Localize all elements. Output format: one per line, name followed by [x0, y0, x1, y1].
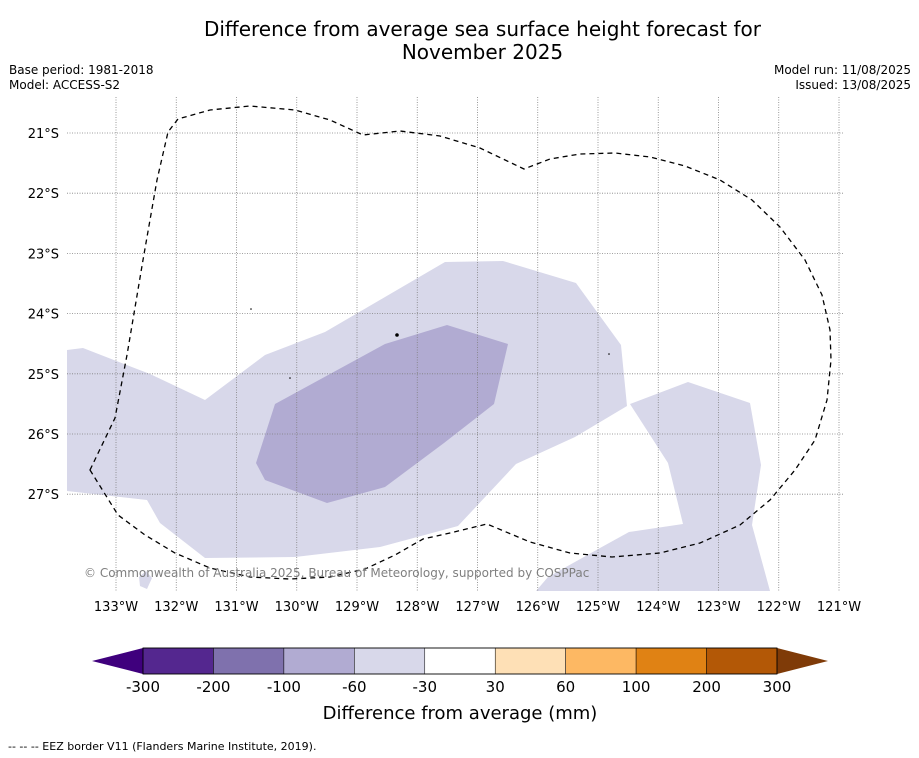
lat-label: 26°S	[28, 428, 59, 443]
colorbar-tick-label: 300	[763, 678, 792, 696]
model-name: Model: ACCESS-S2	[9, 78, 121, 92]
lon-label: 130°W	[275, 600, 319, 615]
colorbar-segment	[424, 647, 496, 675]
lon-label: 133°W	[94, 600, 138, 615]
lat-axis-labels: 21°S 22°S 23°S 24°S 25°S 26°S 27°S	[28, 127, 59, 503]
base-period: Base period: 1981-2018	[9, 63, 154, 77]
lon-label: 131°W	[214, 600, 258, 615]
lat-label: 27°S	[28, 488, 59, 503]
island-4	[608, 353, 610, 355]
lon-axis-labels: 133°W 132°W 131°W 130°W 129°W 128°W 127°W 126°W…	[94, 600, 861, 615]
run-info: Model run: 11/08/2025 Issued: 13/08/2025	[774, 63, 911, 93]
island-1	[395, 333, 399, 337]
lat-label: 23°S	[28, 247, 59, 262]
colorbar-tick-label: 60	[556, 678, 575, 696]
colorbar-outline	[142, 647, 778, 675]
colorbar-segments	[142, 647, 778, 675]
island-3	[289, 377, 291, 379]
colorbar-high-arrow	[777, 648, 828, 674]
colorbar-tick-label: 30	[486, 678, 505, 696]
map-title: Difference from average sea surface heig…	[0, 18, 919, 64]
base-info: Base period: 1981-2018 Model: ACCESS-S2	[9, 63, 154, 93]
colorbar-tick-label: -200	[196, 678, 230, 696]
colorbar-tick-labels: -300 -200 -100 -60 -30 30 60 100 200 300	[126, 678, 791, 696]
lat-label: 24°S	[28, 308, 59, 323]
colorbar-tick-label: -100	[267, 678, 301, 696]
colorbar-title: Difference from average (mm)	[323, 703, 598, 724]
map-panel: © Commonwealth of Australia 2025, Bureau…	[67, 97, 843, 591]
eez-border	[89, 105, 832, 580]
island-2	[250, 308, 252, 310]
issued-date: Issued: 13/08/2025	[795, 78, 911, 92]
title-line-1: Difference from average sea surface heig…	[203, 17, 762, 41]
lon-label: 121°W	[817, 600, 861, 615]
grid-lines	[67, 97, 843, 591]
islands	[250, 308, 610, 379]
lon-label: 124°W	[636, 600, 680, 615]
colorbar-tick-label: 100	[622, 678, 651, 696]
colorbar-segment	[283, 647, 355, 675]
anomaly-region-medium	[256, 325, 508, 503]
colorbar-tick-label: -300	[126, 678, 160, 696]
colorbar-low-arrow	[92, 648, 143, 674]
lon-label: 127°W	[455, 600, 499, 615]
lon-label: 126°W	[516, 600, 560, 615]
lat-label: 22°S	[28, 187, 59, 202]
colorbar-segment	[494, 647, 566, 675]
anomaly-region-light-small	[139, 571, 152, 589]
colorbar-tick-label: -60	[342, 678, 367, 696]
colorbar-tick-label: 200	[692, 678, 721, 696]
colorbar-segment	[354, 647, 426, 675]
colorbar-segment	[213, 647, 285, 675]
copyright-text: © Commonwealth of Australia 2025, Bureau…	[84, 566, 589, 580]
colorbar-segment	[565, 647, 637, 675]
lon-label: 125°W	[576, 600, 620, 615]
title-line-2: November 2025	[401, 40, 564, 64]
colorbar-tick-label: -30	[413, 678, 438, 696]
colorbar: -300 -200 -100 -60 -30 30 60 100 200 300 Differen…	[92, 647, 828, 724]
lat-label: 21°S	[28, 127, 59, 142]
lon-label: 128°W	[395, 600, 439, 615]
model-run: Model run: 11/08/2025	[773, 63, 911, 77]
lon-label: 132°W	[154, 600, 198, 615]
lon-label: 122°W	[757, 600, 801, 615]
eez-footnote: -- -- -- EEZ border V11 (Flanders Marine…	[8, 740, 317, 753]
lat-label: 25°S	[28, 368, 59, 383]
anomaly-region-light-east	[536, 382, 770, 591]
colorbar-segment	[142, 647, 214, 675]
colorbar-segment	[706, 647, 778, 675]
lon-label: 129°W	[335, 600, 379, 615]
colorbar-segment	[635, 647, 707, 675]
lon-label: 123°W	[696, 600, 740, 615]
